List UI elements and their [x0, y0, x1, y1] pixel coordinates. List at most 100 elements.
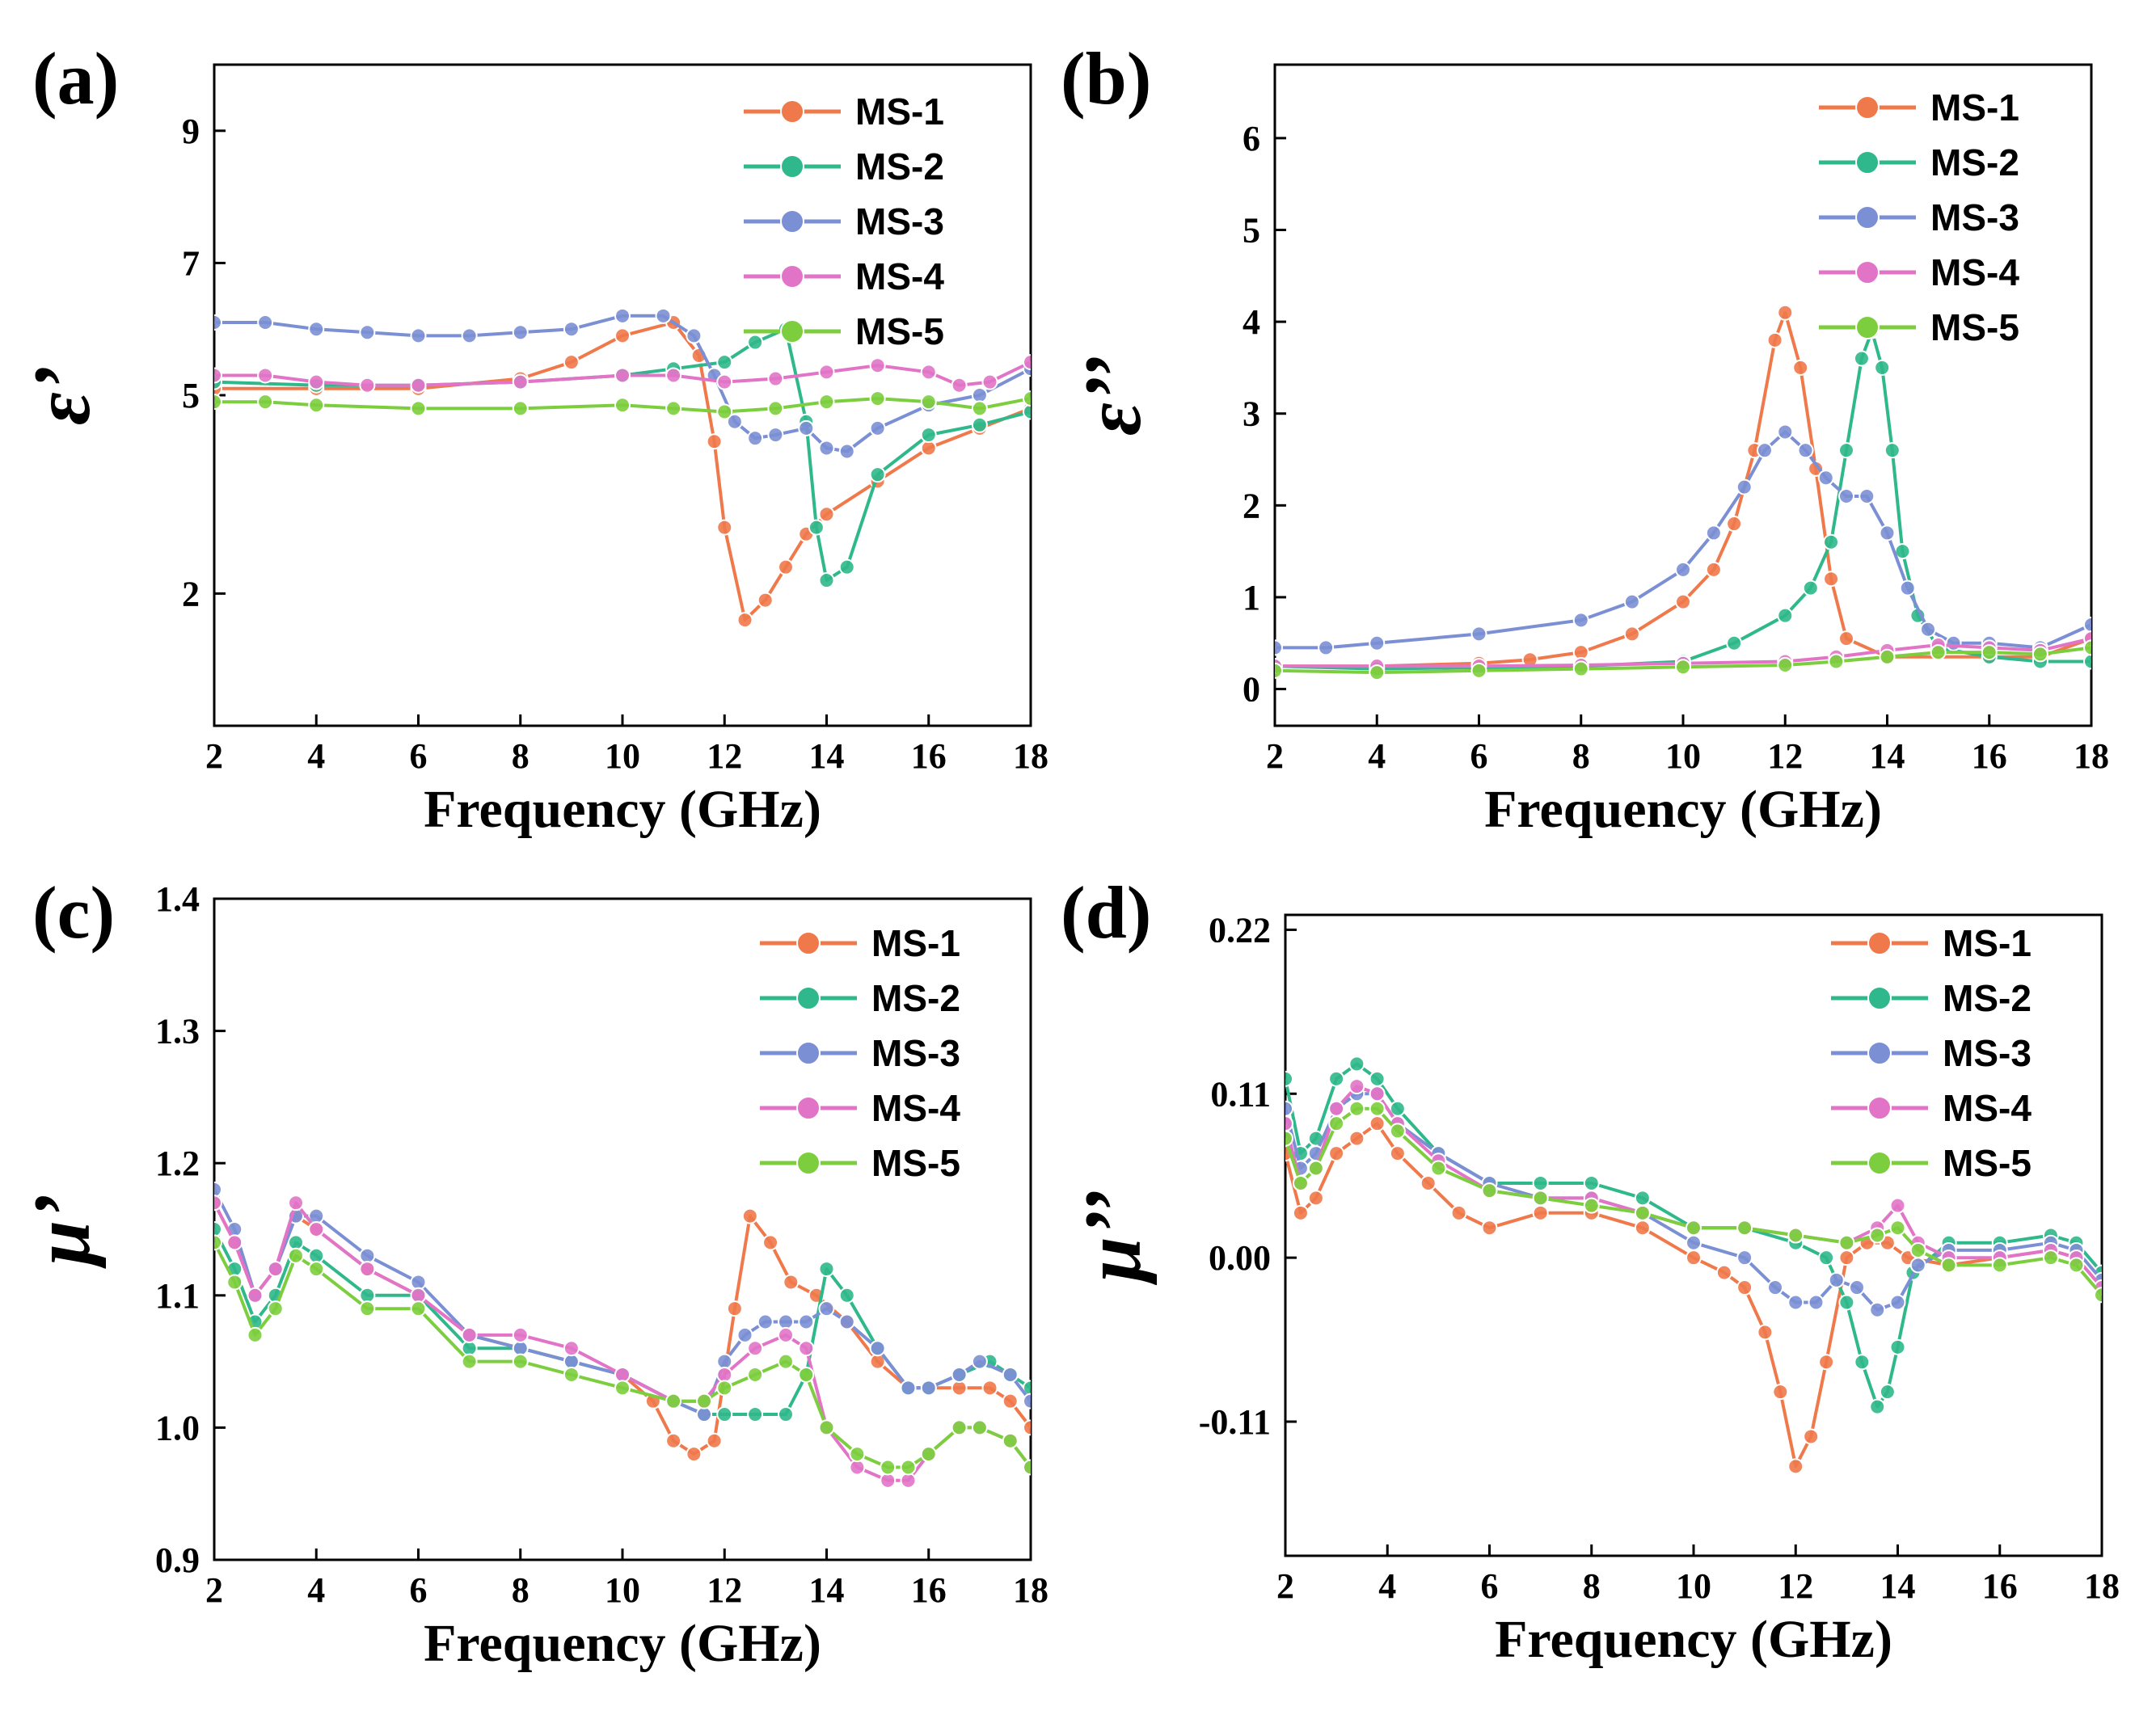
y-tick-label: 2: [1243, 486, 1260, 525]
data-point: [747, 1340, 764, 1357]
y-tick-label: -0.11: [1199, 1402, 1271, 1442]
data-point: [1853, 350, 1870, 367]
data-point: [1726, 516, 1743, 533]
data-point: [1930, 644, 1947, 661]
data-point: [1777, 304, 1794, 321]
x-tick-label: 8: [1583, 1566, 1601, 1606]
data-point: [757, 1313, 774, 1330]
legend-marker: [796, 931, 821, 955]
data-point: [1532, 1204, 1549, 1221]
series-line-ms-3: [214, 314, 1031, 453]
legend-marker: [1855, 95, 1880, 120]
data-point: [563, 1366, 580, 1383]
data-point: [757, 592, 774, 609]
legend-marker: [780, 264, 804, 289]
data-point: [1838, 487, 1854, 504]
data-point: [410, 1287, 427, 1304]
data-point: [767, 400, 784, 417]
data-point: [308, 321, 325, 338]
legend-label: MS-5: [1930, 306, 2019, 348]
data-point: [1686, 1220, 1702, 1237]
legend-label: MS-1: [871, 922, 960, 964]
y-tick-label: 0.00: [1209, 1238, 1271, 1278]
legend-label: MS-3: [855, 200, 944, 242]
y-tick-label: 9: [182, 112, 200, 151]
data-point: [214, 367, 222, 384]
data-point: [981, 373, 998, 390]
x-tick-label: 6: [1470, 736, 1488, 776]
data-point: [461, 327, 478, 344]
legend-marker: [1855, 205, 1880, 230]
data-point: [2083, 653, 2091, 670]
data-point: [1023, 390, 1031, 407]
y-tick-label: 3: [1243, 394, 1260, 434]
y-tick-label: 1.1: [155, 1276, 200, 1316]
data-point: [1369, 1115, 1386, 1132]
legend-marker: [780, 209, 804, 234]
data-point: [798, 1313, 815, 1330]
data-point: [1777, 657, 1794, 674]
x-tick-label: 18: [1013, 736, 1048, 776]
data-point: [951, 1419, 968, 1436]
data-point: [267, 1300, 284, 1317]
data-point: [1285, 1070, 1293, 1087]
data-point: [2068, 1257, 2085, 1274]
panel-c: 2 4 6 8 10 12 14 16 18 0.9 1.0 1.1 1.2 1.3 1.4 Frequenc…: [17, 871, 1048, 1673]
legend-label: MS-2: [855, 145, 944, 188]
data-point: [247, 1287, 264, 1304]
data-point: [226, 1274, 243, 1291]
data-point: [1909, 1241, 1926, 1258]
data-point: [767, 370, 784, 387]
x-axis-label: Frequency (GHz): [1484, 780, 1882, 839]
series-group: [1275, 304, 2091, 681]
data-point: [1389, 1145, 1406, 1162]
x-tick-label: 10: [605, 1570, 640, 1610]
y-tick-label: 6: [1243, 119, 1260, 158]
data-point: [308, 373, 325, 390]
data-point: [563, 321, 580, 338]
data-point: [1767, 1279, 1783, 1296]
data-point: [2032, 646, 2048, 663]
data-point: [1818, 1249, 1835, 1266]
x-axis-label: Frequency (GHz): [424, 1614, 821, 1673]
data-point: [655, 307, 672, 324]
data-point: [1838, 442, 1854, 459]
data-point: [614, 327, 631, 344]
data-point: [1307, 1160, 1324, 1177]
data-point: [778, 1313, 794, 1330]
legend-label: MS-5: [1943, 1142, 2032, 1184]
x-tick-label: 18: [1013, 1570, 1048, 1610]
data-point: [1715, 1264, 1732, 1281]
data-point: [778, 1326, 794, 1343]
data-point: [716, 1406, 733, 1423]
series-line-ms-4: [214, 1201, 1031, 1482]
series-line-ms-1: [1275, 310, 2091, 668]
data-point: [716, 1353, 733, 1370]
data-point: [2042, 1249, 2059, 1266]
data-point: [838, 443, 855, 460]
data-point: [920, 427, 937, 444]
x-tick-label: 2: [1266, 736, 1284, 776]
data-point: [880, 1459, 897, 1476]
data-point: [1869, 1227, 1886, 1244]
series-line-ms-5: [214, 397, 1031, 414]
data-point: [359, 1287, 376, 1304]
data-point: [1470, 662, 1487, 679]
y-tick-label: 5: [182, 376, 200, 415]
data-point: [747, 1406, 764, 1423]
data-point: [410, 327, 427, 344]
data-point: [1634, 1220, 1651, 1237]
x-tick-label: 14: [809, 736, 845, 776]
data-point: [1389, 1123, 1406, 1140]
data-point: [1420, 1174, 1437, 1191]
data-point: [1348, 1078, 1365, 1095]
panel-d: 2 4 6 8 10 12 14 16 18 -0.11 0.00 0.11 0.22 Frequency…: [1061, 871, 2120, 1669]
data-point: [1369, 634, 1386, 651]
y-tick-label: 0.9: [155, 1540, 200, 1580]
y-tick-label: 1.4: [155, 879, 200, 919]
series-line-ms-5: [1285, 1106, 2102, 1296]
data-point: [818, 364, 835, 381]
y-tick-label: 4: [1243, 302, 1260, 342]
data-point: [1889, 1338, 1906, 1355]
data-point: [818, 1261, 835, 1278]
